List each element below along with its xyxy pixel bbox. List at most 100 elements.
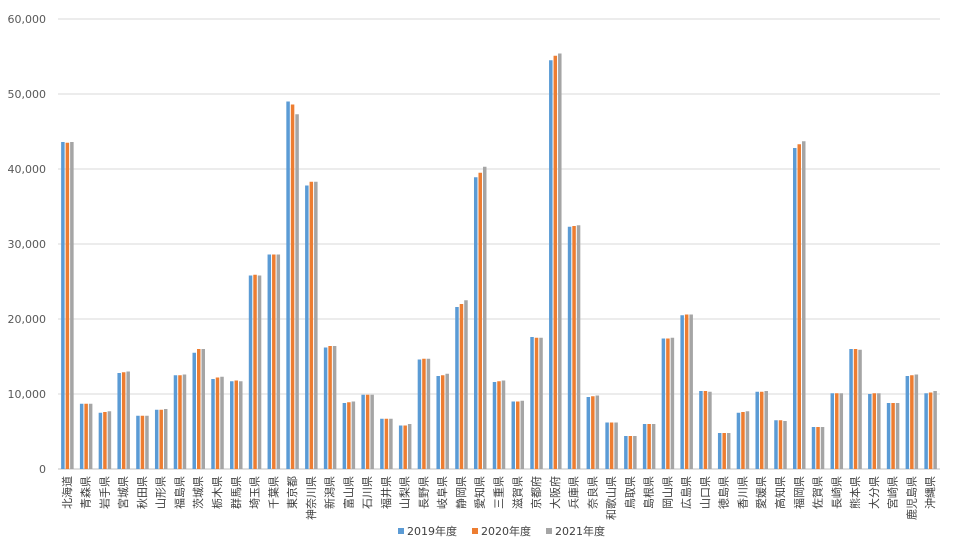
category-label: 富山県 — [341, 476, 355, 509]
category-label: 福井県 — [379, 476, 393, 509]
category-label: 鳥取県 — [623, 476, 637, 509]
bar — [633, 436, 637, 469]
bar — [178, 375, 182, 469]
category-label: 和歌山県 — [604, 476, 618, 520]
category-label: 島根県 — [642, 476, 656, 509]
bar — [501, 380, 506, 469]
bar — [332, 346, 337, 469]
bar — [539, 337, 543, 469]
bar — [886, 403, 891, 469]
bar — [239, 381, 243, 469]
bar — [530, 337, 534, 469]
bar — [858, 349, 862, 469]
bar — [482, 166, 487, 469]
bar — [436, 376, 440, 469]
bar — [347, 402, 351, 469]
legend-label: 2020年度 — [481, 524, 531, 538]
bar — [609, 422, 614, 469]
bar — [215, 377, 220, 469]
bar — [816, 427, 820, 469]
category-label: 福岡県 — [792, 476, 806, 509]
bar — [61, 142, 65, 469]
category-label: 愛媛県 — [754, 476, 768, 509]
bar — [722, 433, 726, 469]
category-label: 岐阜県 — [436, 476, 449, 509]
y-tick-label: 30,000 — [8, 238, 47, 251]
bar — [314, 181, 318, 469]
category-label: 茨城県 — [191, 476, 205, 509]
category-label: 岩手県 — [97, 476, 111, 509]
bar — [196, 349, 201, 469]
legend-swatch — [546, 528, 552, 534]
bar — [793, 148, 797, 469]
category-label: 滋賀県 — [511, 476, 524, 509]
bar — [88, 403, 93, 469]
bar — [121, 372, 126, 469]
y-tick-label: 40,000 — [8, 163, 47, 176]
bar — [305, 185, 309, 469]
category-label: 兵庫県 — [567, 476, 581, 509]
bar — [211, 379, 215, 469]
bar — [234, 380, 239, 469]
bar — [549, 60, 553, 469]
category-label: 山口県 — [699, 476, 712, 509]
bar — [173, 375, 178, 469]
category-label: 東京都 — [285, 476, 299, 509]
category-label: 三重県 — [492, 476, 506, 509]
category-label: 石川県 — [361, 476, 374, 509]
bar — [351, 401, 356, 469]
bar — [426, 358, 431, 469]
bar — [868, 394, 872, 469]
bar — [473, 177, 478, 469]
bar — [182, 374, 187, 469]
bar — [647, 424, 651, 469]
bar — [407, 424, 412, 469]
bar — [276, 254, 281, 469]
bar — [290, 104, 295, 469]
bar — [689, 314, 693, 469]
category-label: 沖縄県 — [923, 476, 937, 509]
bar — [140, 415, 145, 469]
bar — [576, 225, 581, 469]
bar — [230, 381, 234, 469]
bar — [295, 114, 299, 469]
bar — [605, 422, 609, 469]
category-label: 静岡県 — [454, 476, 468, 509]
bar — [820, 427, 825, 469]
bar — [745, 411, 750, 469]
bar — [591, 396, 595, 469]
bar — [703, 391, 708, 469]
category-label: 群馬県 — [229, 476, 243, 509]
y-tick-label: 0 — [39, 463, 46, 476]
bar — [286, 101, 290, 469]
bars — [61, 53, 937, 469]
bar — [492, 382, 497, 469]
category-label: 長崎県 — [829, 476, 843, 509]
bar — [511, 401, 516, 469]
bar — [163, 409, 168, 469]
bar — [924, 393, 928, 469]
bar — [628, 436, 633, 469]
bar — [478, 172, 482, 469]
category-label: 秋田県 — [135, 476, 149, 509]
bar — [853, 349, 858, 469]
category-label: 長野県 — [417, 476, 430, 509]
bar — [670, 337, 675, 469]
bar — [684, 314, 689, 469]
bar — [726, 433, 731, 469]
category-label: 奈良県 — [585, 476, 599, 509]
category-label: 熊本県 — [848, 476, 862, 509]
bar — [914, 374, 919, 469]
bar — [567, 226, 572, 469]
bar — [774, 420, 778, 469]
bar — [516, 401, 520, 469]
bar — [717, 433, 722, 469]
bar — [103, 412, 107, 469]
bar — [835, 393, 839, 469]
bar — [84, 403, 88, 469]
bar — [79, 403, 84, 469]
bar — [107, 411, 112, 469]
category-label: 広島県 — [679, 476, 693, 509]
bar — [272, 254, 276, 469]
bar — [117, 373, 121, 469]
